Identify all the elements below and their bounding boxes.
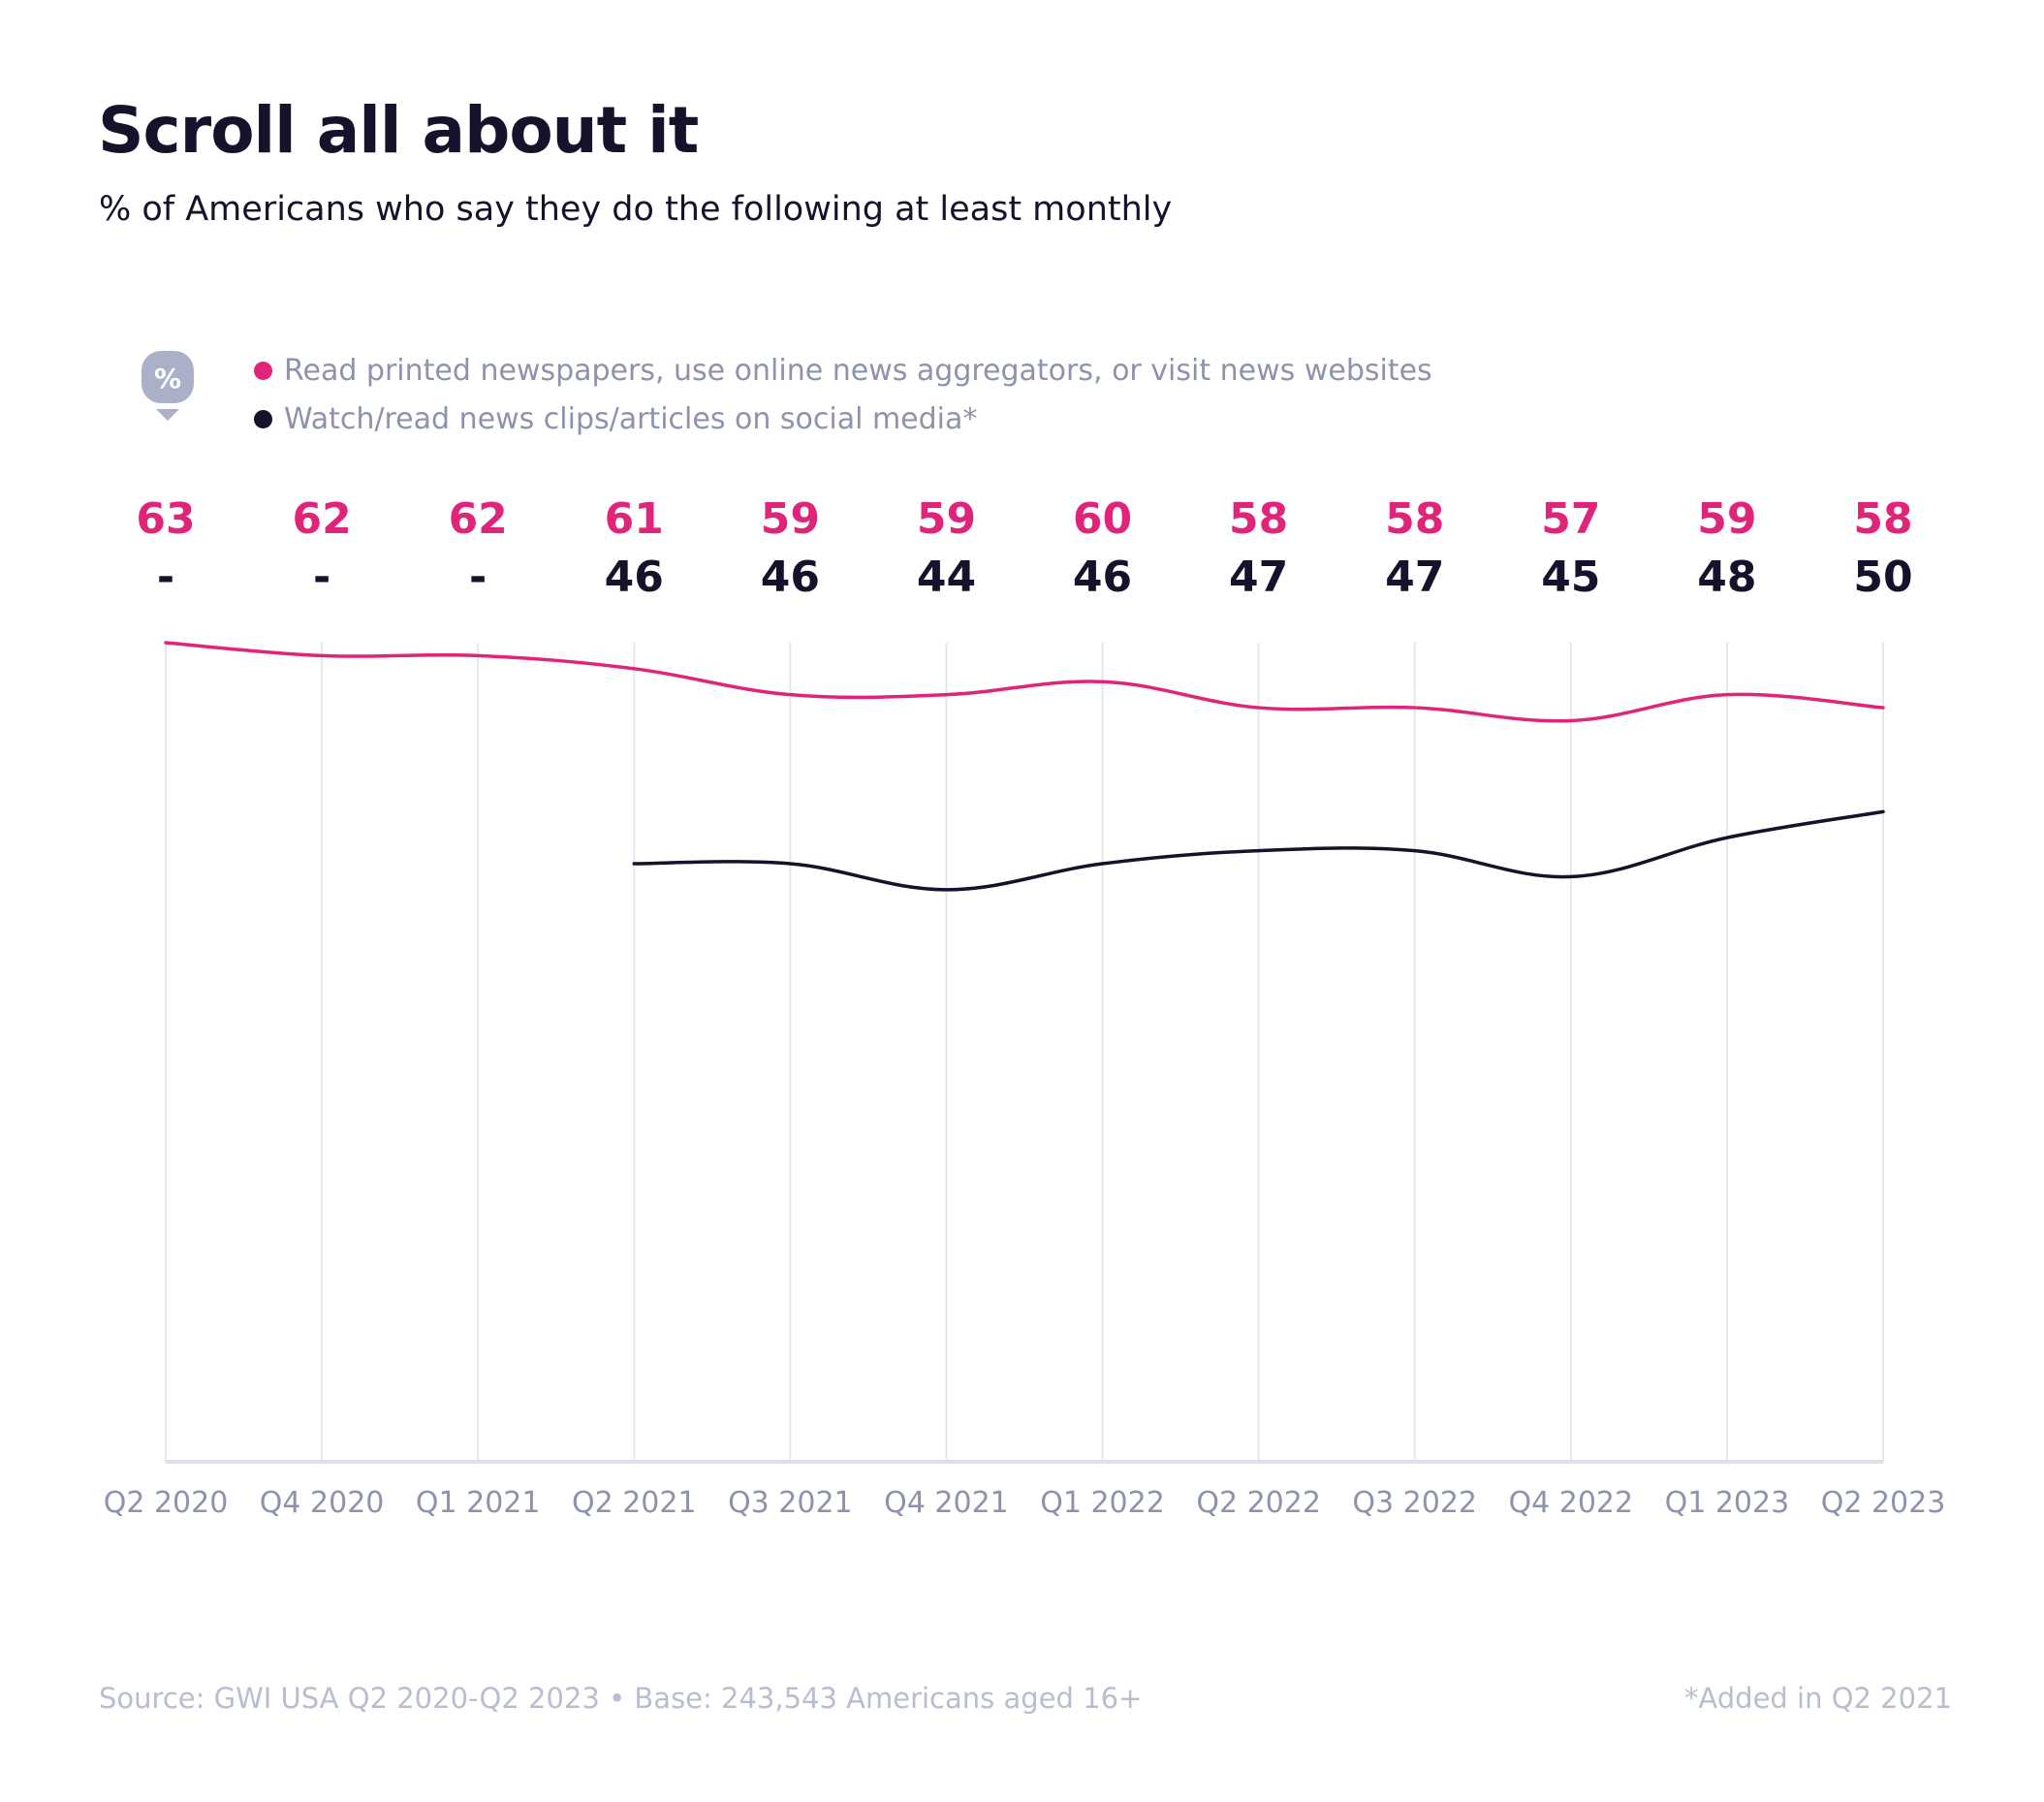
legend-dot-social-media [254, 410, 272, 428]
data-label: 62 [292, 494, 351, 544]
x-tick-label: Q2 2020 [104, 1486, 229, 1520]
legend-item-social-media: Watch/read news clips/articles on social… [254, 402, 977, 436]
data-label: 59 [917, 494, 976, 544]
data-label: 44 [917, 553, 976, 602]
data-label: 47 [1229, 553, 1288, 602]
data-label: 58 [1385, 494, 1444, 544]
x-tick-label: Q1 2021 [416, 1486, 541, 1520]
data-label: 58 [1229, 494, 1288, 544]
series-line-1 [632, 809, 1885, 892]
x-tick-label: Q3 2022 [1352, 1486, 1477, 1520]
data-label: - [313, 553, 330, 602]
data-label: 57 [1541, 494, 1600, 544]
legend-label-social-media: Watch/read news clips/articles on social… [284, 402, 978, 436]
data-label: 62 [449, 494, 508, 544]
footnote: *Added in Q2 2021 [1683, 1682, 1952, 1715]
data-label: 61 [605, 494, 664, 544]
data-label: 59 [1697, 494, 1756, 544]
badge-symbol: % [154, 363, 181, 395]
legend-label-news-sites: Read printed newspapers, use online news… [284, 354, 1432, 388]
data-label: 47 [1385, 553, 1444, 602]
x-tick-label: Q4 2021 [884, 1486, 1009, 1520]
legend-dot-news-sites [254, 362, 272, 380]
chart-title: Scroll all about it [98, 93, 699, 168]
x-tick-label: Q2 2022 [1196, 1486, 1321, 1520]
x-tick-label: Q2 2021 [572, 1486, 697, 1520]
data-label: 58 [1853, 494, 1912, 544]
legend-item-news-sites: Read printed newspapers, use online news… [254, 354, 1432, 388]
data-label: - [469, 553, 487, 602]
source-note: Source: GWI USA Q2 2020-Q2 2023 • Base: … [99, 1682, 1143, 1715]
x-tick-label: Q4 2020 [260, 1486, 385, 1520]
data-label: 50 [1853, 553, 1912, 602]
percent-pin-icon: % [142, 351, 194, 421]
data-label: 59 [761, 494, 820, 544]
data-label: 48 [1697, 553, 1756, 602]
data-label: 60 [1073, 494, 1132, 544]
data-label: 46 [761, 553, 820, 602]
x-tick-label: Q2 2023 [1821, 1486, 1946, 1520]
data-label: - [157, 553, 174, 602]
x-tick-label: Q1 2023 [1665, 1486, 1790, 1520]
x-tick-label: Q3 2021 [728, 1486, 853, 1520]
x-tick-label: Q1 2022 [1040, 1486, 1165, 1520]
data-label: 46 [605, 553, 664, 602]
series-line-0 [164, 641, 1885, 723]
data-label: 63 [136, 494, 195, 544]
data-label: 46 [1073, 553, 1132, 602]
x-tick-label: Q4 2022 [1509, 1486, 1634, 1520]
data-label: 45 [1541, 553, 1600, 602]
chart-subtitle: % of Americans who say they do the follo… [99, 190, 1173, 229]
